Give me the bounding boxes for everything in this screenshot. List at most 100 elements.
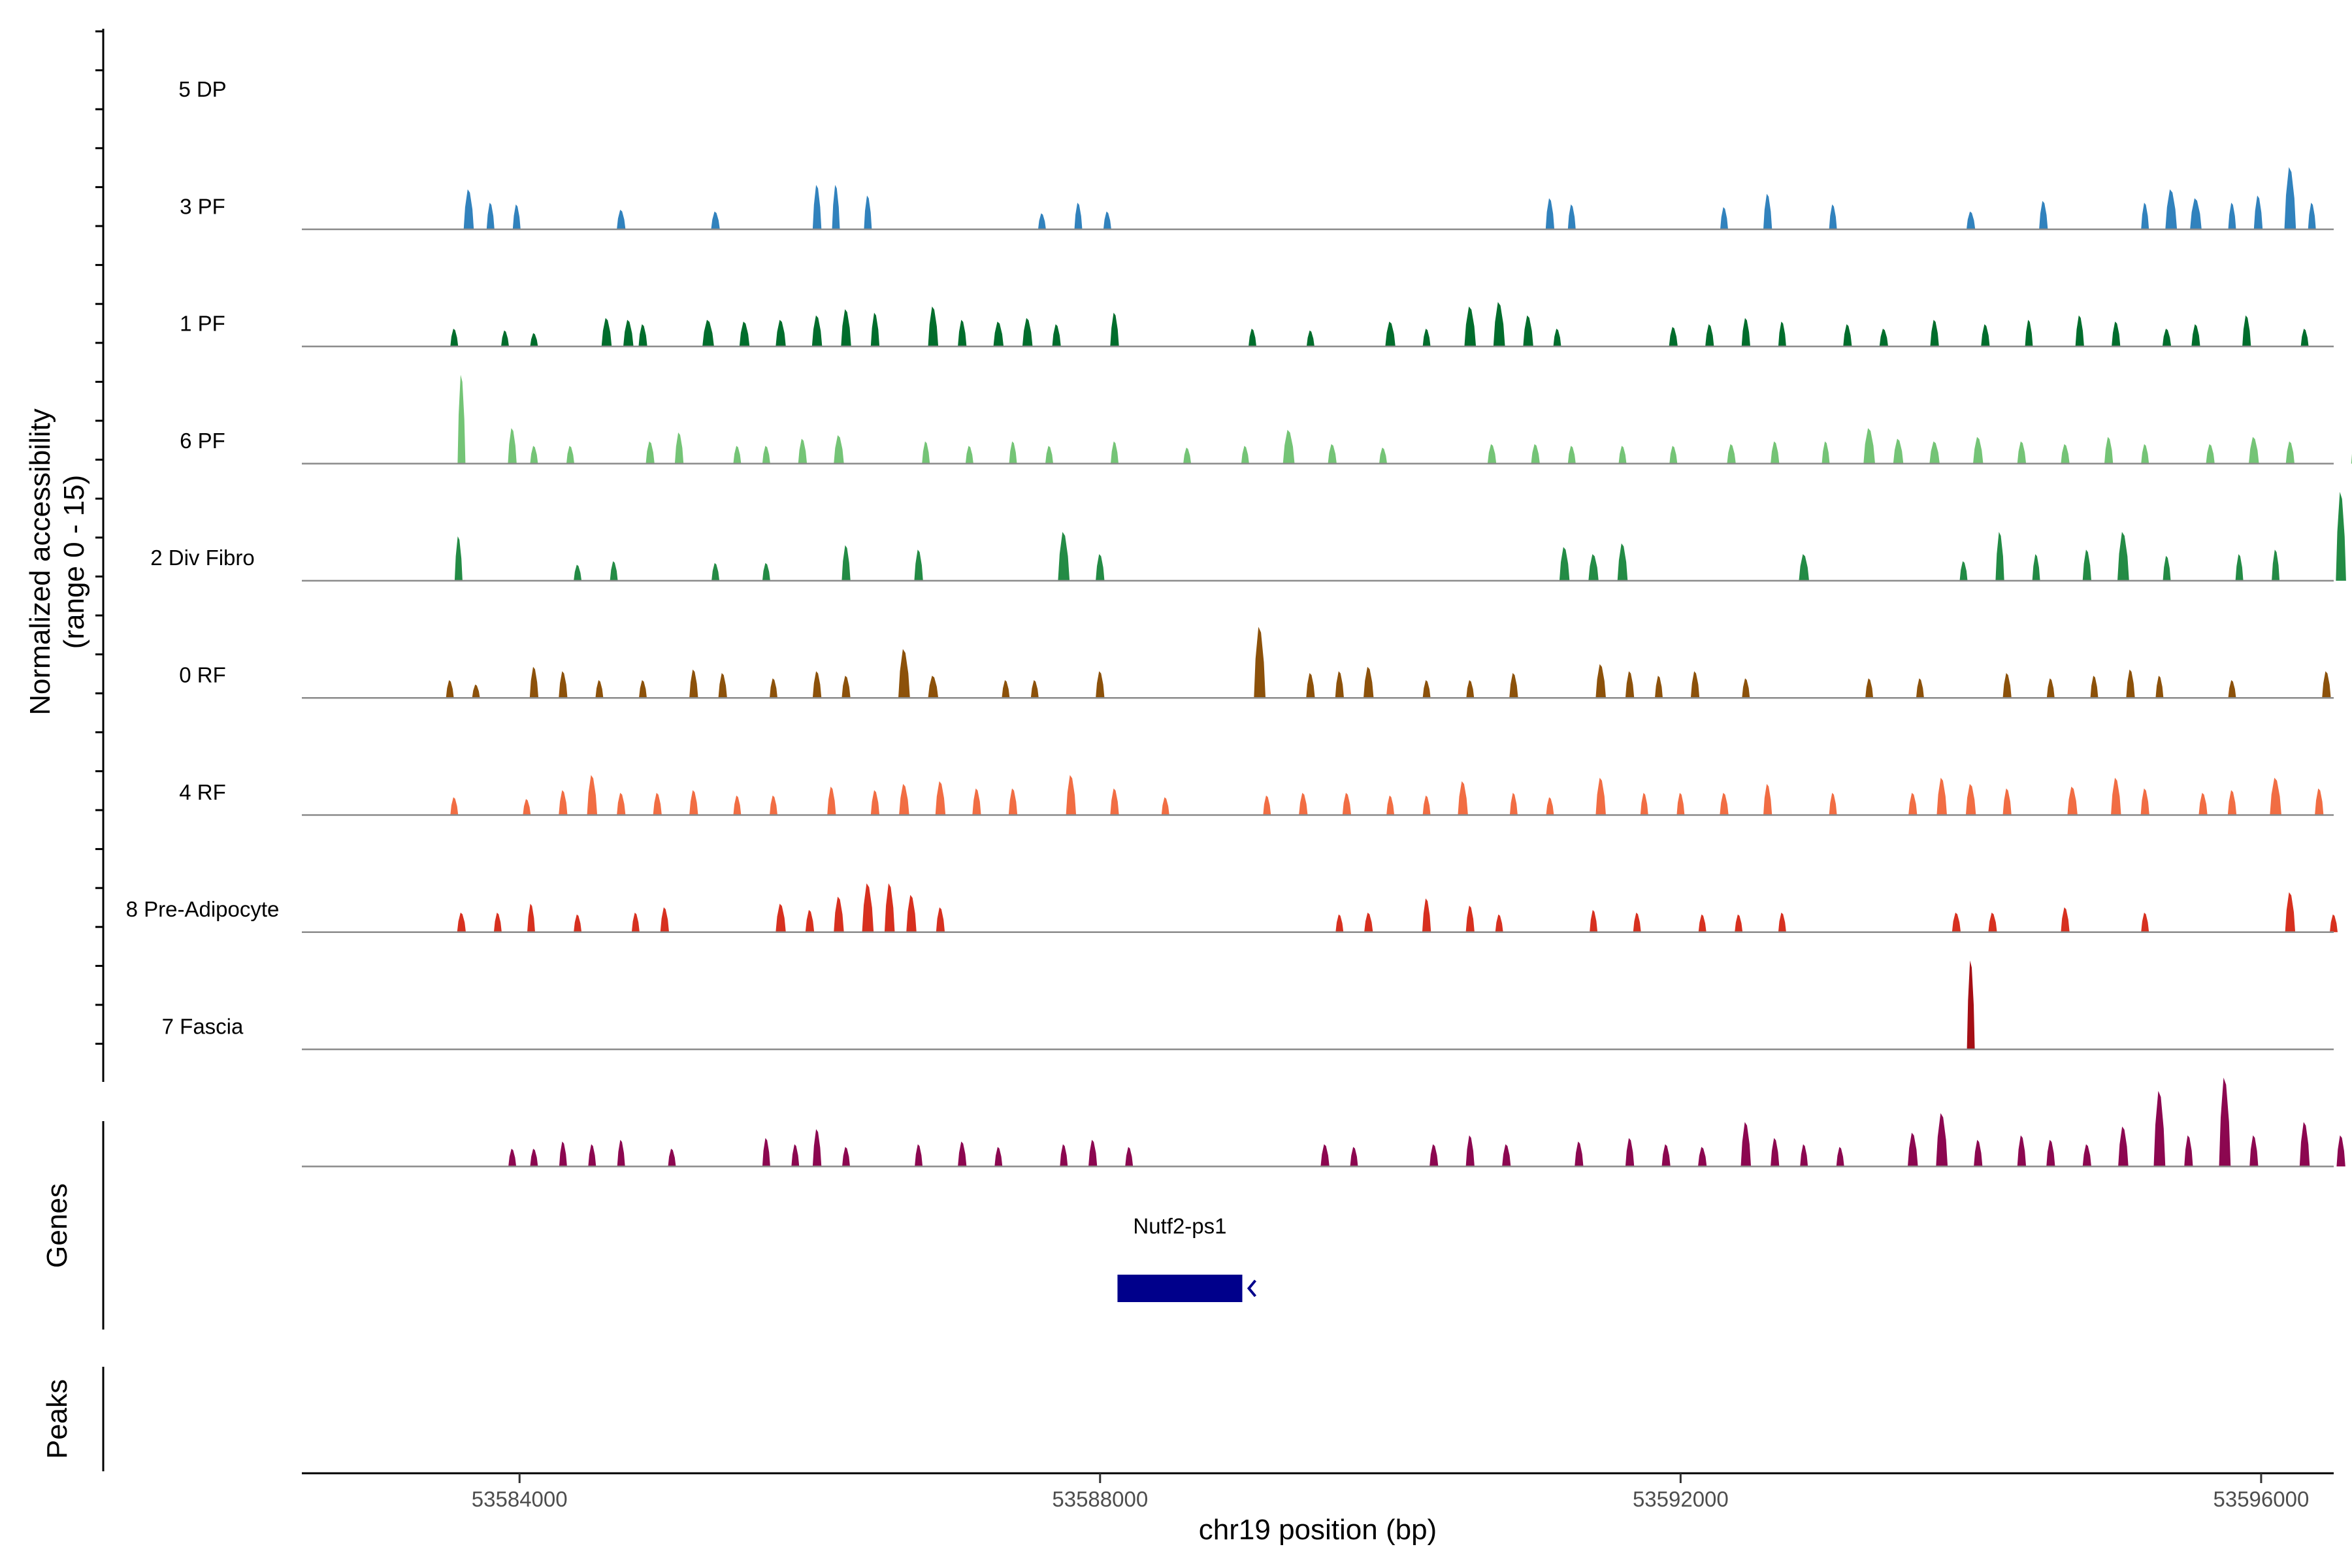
coverage-peak-4-rf-19 (1590, 909, 1598, 932)
coverage-peak-1-pf-24 (1618, 446, 1627, 464)
coverage-peak-0-rf-30 (1720, 792, 1729, 815)
coverage-peak-5-dp-11 (1103, 211, 1111, 229)
coverage-peak-1-pf-20 (1379, 448, 1387, 464)
coverage-peak-2-div-fibro-34 (2126, 669, 2135, 698)
coverage-peak-7-fascia-1 (508, 1149, 517, 1167)
coverage-peak-0-rf-7 (689, 790, 698, 815)
coverage-peak-2-div-fibro-25 (1625, 671, 1635, 698)
coverage-peak-6-pf-14 (1959, 561, 1968, 581)
coverage-peak-1-pf-39 (2285, 441, 2295, 464)
coverage-peak-2-div-fibro-6 (639, 680, 647, 698)
coverage-peak-4-rf-23 (1778, 912, 1786, 932)
coverage-peak-3-pf-5 (623, 319, 634, 347)
coverage-peak-7-fascia-10 (842, 1147, 850, 1167)
coverage-peak-3-pf-17 (1052, 324, 1061, 347)
coverage-peak-1-pf-17 (1241, 446, 1249, 464)
y-axis-title-line-2: (range 0 - 15) (58, 475, 90, 649)
coverage-peak-6-pf-21 (2272, 549, 2280, 581)
coverage-peak-0-rf-33 (1908, 792, 1918, 815)
coverage-peak-1-pf-5 (645, 441, 655, 464)
coverage-peak-3-pf-36 (2075, 315, 2084, 347)
coverage-peak-1-pf-22 (1531, 444, 1540, 464)
coverage-peak-4-rf-13 (936, 907, 945, 932)
x-axis: 53584000 53588000 53592000 53596000 (302, 1472, 2334, 1511)
x-tick-label: 53596000 (2213, 1487, 2310, 1511)
coverage-peak-4-rf-21 (1698, 914, 1707, 932)
coverage-peak-5-dp-4 (617, 210, 626, 229)
coverage-peak-0-rf-5 (617, 792, 626, 815)
coverage-peak-7-fascia-30 (1908, 1132, 1918, 1167)
coverage-peak-2-div-fibro-20 (1364, 666, 1374, 698)
coverage-peak-7-fascia-26 (1740, 1122, 1752, 1167)
coverage-peak-2-div-fibro-7 (689, 669, 698, 698)
coverage-peak-4-rf-2 (493, 912, 502, 932)
coverage-peak-7-fascia-17 (1320, 1144, 1330, 1167)
track-label-1-pf: 1 PF (180, 312, 225, 336)
coverage-peak-2-div-fibro-15 (1030, 680, 1039, 698)
left-y-axis (95, 29, 105, 1082)
coverage-peak-3-pf-31 (1843, 324, 1852, 347)
coverage-peak-2-div-fibro-5 (595, 680, 604, 698)
coverage-peak-7-fascia-13 (994, 1147, 1003, 1167)
coverage-peak-3-pf-3 (530, 333, 538, 347)
coverage-peak-1-pf-27 (1771, 441, 1780, 464)
coverage-peak-1-pf-4 (566, 446, 574, 464)
coverage-peak-3-pf-40 (2242, 315, 2251, 347)
coverage-peak-2-div-fibro-17 (1254, 627, 1266, 698)
coverage-peak-0-rf-31 (1763, 783, 1772, 815)
coverage-peak-2-div-fibro-3 (529, 666, 539, 698)
coverage-peak-3-pf-29 (1741, 318, 1750, 347)
coverage-peak-2-div-fibro-24 (1595, 664, 1606, 698)
coverage-peak-2-div-fibro-21 (1422, 680, 1431, 698)
coverage-peak-7-fascia-19 (1429, 1144, 1439, 1167)
coverage-peak-7-fascia-25 (1698, 1147, 1707, 1167)
coverage-peak-0-rf-24 (1458, 781, 1468, 815)
coverage-peak-5-dp-8 (864, 195, 872, 229)
track-3-pf: 3 PF (180, 194, 2334, 348)
coverage-peak-4-rf-12 (906, 894, 917, 932)
coverage-peak-0-rf-43 (2315, 788, 2324, 815)
coverage-peak-0-rf-9 (770, 795, 777, 815)
coverage-peak-0-rf-28 (1640, 792, 1648, 815)
coverage-peak-7-fascia-23 (1625, 1137, 1635, 1167)
coverage-peak-1-pf-18 (1282, 429, 1295, 464)
coverage-peak-1-pf-16 (1183, 448, 1192, 464)
coverage-peak-2-div-fibro-23 (1509, 673, 1518, 698)
track-1-pf: 1 PF (180, 312, 2352, 465)
coverage-peak-7-fascia-22 (1575, 1141, 1584, 1167)
coverage-peak-0-rf-13 (935, 781, 946, 815)
track-2-div-fibro: 2 Div Fibro (150, 546, 2334, 699)
coverage-peak-7-fascia-20 (1465, 1135, 1475, 1167)
coverage-peak-1-pf-10 (834, 435, 844, 464)
coverage-peak-1-pf-8 (762, 446, 770, 464)
coverage-peak-1-pf-30 (1893, 438, 1904, 464)
coverage-peak-1-pf-3 (530, 446, 538, 464)
coverage-peak-7-fascia-36 (2118, 1126, 2129, 1167)
coverage-peak-6-pf-17 (2082, 549, 2091, 581)
coverage-peak-0-rf-14 (972, 788, 981, 815)
coverage-peak-6-pf-13 (1799, 554, 1809, 581)
coverage-peak-1-pf-2 (508, 428, 517, 464)
coverage-peak-3-pf-32 (1879, 329, 1888, 347)
coverage-peak-7-fascia-9 (812, 1129, 822, 1167)
track-4-rf: 4 RF (179, 780, 2338, 934)
coverage-peak-5-dp-13 (1567, 204, 1576, 229)
coverage-peak-1-pf-12 (965, 446, 973, 464)
coverage-peak-6-pf-12 (1617, 543, 1628, 581)
coverage-peak-7-fascia-35 (2082, 1144, 2091, 1167)
coverage-peak-5-dp-20 (2165, 189, 2178, 229)
coverage-peak-3-pf-6 (638, 324, 647, 347)
coverage-peak-0-rf-39 (2140, 788, 2149, 815)
track-6-pf: 6 PF (180, 429, 2346, 582)
coverage-peak-3-pf-27 (1669, 327, 1678, 347)
coverage-peak-0-rf-8 (733, 795, 742, 815)
coverage-peak-5-dp-7 (832, 185, 840, 229)
coverage-peak-3-pf-18 (1110, 312, 1119, 347)
coverage-peak-7-fascia-27 (1771, 1137, 1780, 1167)
coverage-peak-4-rf-9 (834, 896, 844, 932)
x-tick-label: 53584000 (472, 1487, 568, 1511)
coverage-peak-2-div-fibro-35 (2155, 676, 2164, 698)
coverage-peak-1-pf-29 (1863, 428, 1875, 464)
coverage-peak-7-fascia-5 (617, 1139, 625, 1167)
coverage-peak-5-dp-25 (2308, 203, 2316, 229)
